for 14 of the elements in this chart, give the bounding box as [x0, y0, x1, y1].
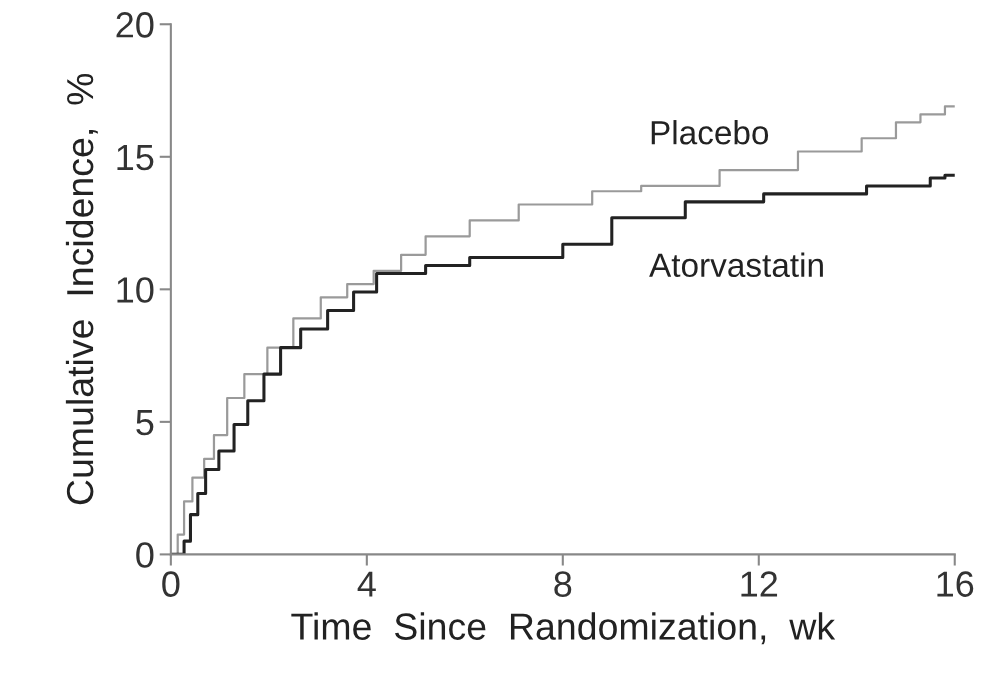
x-axis-title: Time Since Randomization, wk [291, 612, 836, 645]
y-tick-label: 20 [116, 12, 154, 38]
y-axis-title: Cumulative Incidence, % [65, 73, 98, 505]
y-tick-label: 15 [117, 145, 154, 171]
x-tick-label: 4 [357, 571, 376, 597]
series-label: Placebo [651, 120, 769, 145]
x-tick-label: 16 [937, 571, 974, 597]
y-tick-label: 10 [117, 277, 154, 303]
x-tick-label: 8 [554, 571, 572, 597]
y-tick-label: 0 [136, 542, 154, 568]
x-tick-label: 12 [741, 571, 778, 597]
y-tick-label: 5 [136, 410, 154, 436]
x-tick-label: 0 [162, 571, 180, 597]
series-label: Atorvastatin [649, 252, 823, 278]
